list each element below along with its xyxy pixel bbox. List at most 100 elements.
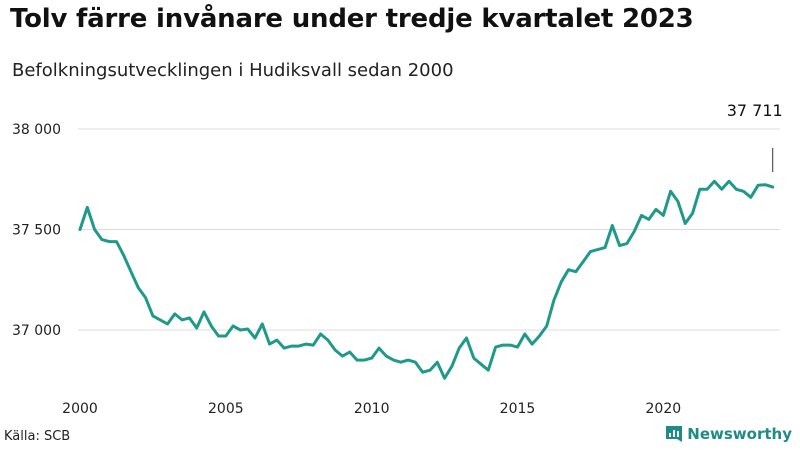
data-point <box>239 328 242 332</box>
source-note: Källa: SCB <box>4 429 71 444</box>
data-point <box>713 180 716 183</box>
data-point <box>414 360 417 364</box>
data-point <box>501 343 505 347</box>
x-tick-label: 2020 <box>646 401 682 417</box>
data-point <box>261 322 264 326</box>
x-axis-ticks: 2000 2005 2010 2015 2020 <box>62 401 681 417</box>
y-axis-ticks: 37 000 37 500 38 000 <box>12 122 61 339</box>
data-point <box>100 238 104 241</box>
data-point <box>231 324 235 328</box>
data-point <box>567 268 570 271</box>
data-point <box>705 188 709 191</box>
data-point <box>632 230 636 233</box>
y-tick-label: 37 000 <box>12 323 61 339</box>
data-point <box>282 346 286 350</box>
data-point <box>159 318 162 322</box>
data-point <box>253 336 257 340</box>
data-point <box>574 270 578 273</box>
data-point <box>647 218 650 221</box>
data-point <box>421 371 424 374</box>
data-point <box>341 354 344 358</box>
data-point <box>457 346 461 350</box>
data-point <box>640 214 643 217</box>
data-point <box>246 327 249 331</box>
data-point <box>93 228 96 231</box>
data-point <box>78 228 82 231</box>
data-point <box>589 250 592 253</box>
data-point <box>275 338 279 342</box>
data-point <box>122 254 125 257</box>
data-point <box>669 190 672 193</box>
data-point <box>720 188 723 191</box>
data-point <box>217 334 220 338</box>
brand-name: Newsworthy <box>687 425 792 443</box>
data-point <box>611 224 614 227</box>
data-point <box>516 345 519 349</box>
data-point <box>406 358 410 362</box>
data-point <box>691 212 694 215</box>
data-point <box>581 260 585 263</box>
data-point <box>319 332 322 336</box>
data-point <box>436 360 439 364</box>
data-point <box>662 214 665 217</box>
data-point <box>166 322 169 326</box>
data-point <box>428 369 432 372</box>
data-point <box>523 332 526 336</box>
data-point <box>538 334 541 338</box>
data-point <box>756 184 760 187</box>
data-point <box>684 222 687 225</box>
chart-title: Tolv färre invånare under tredje kvartal… <box>10 4 694 34</box>
data-point <box>465 336 468 340</box>
data-point <box>742 190 745 193</box>
series-line <box>78 179 775 380</box>
brand-logo: Newsworthy <box>665 425 792 443</box>
x-tick-label: 2005 <box>208 401 244 417</box>
data-point <box>560 280 563 283</box>
end-value-annotation: 37 711 <box>727 101 783 172</box>
data-point <box>727 180 731 183</box>
data-point <box>326 338 330 342</box>
x-tick-label: 2015 <box>500 401 536 417</box>
data-point <box>472 356 475 360</box>
data-point <box>385 354 388 358</box>
data-point <box>355 358 359 362</box>
data-point <box>268 342 271 346</box>
data-point <box>530 342 534 346</box>
data-point <box>304 342 308 346</box>
data-point <box>698 188 701 191</box>
data-point <box>618 244 621 247</box>
data-point <box>377 346 381 350</box>
data-point <box>312 343 315 347</box>
data-point <box>749 196 753 199</box>
y-tick-label: 37 500 <box>12 223 61 239</box>
data-point <box>596 248 599 251</box>
data-point <box>180 318 184 322</box>
data-point <box>450 364 454 368</box>
data-point <box>625 242 629 245</box>
newsworthy-logo-icon <box>666 426 683 442</box>
chart-subtitle: Befolkningsutvecklingen i Hudiksvall sed… <box>12 60 454 81</box>
data-point <box>552 298 556 302</box>
data-point <box>151 314 155 318</box>
gridlines <box>78 128 780 331</box>
data-point <box>202 310 206 314</box>
data-point <box>370 356 373 360</box>
data-point <box>494 345 497 349</box>
data-point <box>188 316 191 320</box>
x-tick-label: 2000 <box>62 401 98 417</box>
data-point <box>195 326 198 330</box>
annotation-label: 37 711 <box>727 101 783 120</box>
data-point <box>509 343 512 347</box>
data-point <box>144 296 147 300</box>
y-tick-label: 38 000 <box>12 122 61 138</box>
data-point <box>764 183 767 186</box>
data-point <box>479 362 483 366</box>
data-point <box>334 348 337 352</box>
data-point <box>86 206 89 209</box>
data-point <box>654 208 658 211</box>
data-point <box>224 334 228 338</box>
data-point <box>115 240 118 243</box>
data-point <box>363 358 366 362</box>
data-point <box>137 286 140 289</box>
